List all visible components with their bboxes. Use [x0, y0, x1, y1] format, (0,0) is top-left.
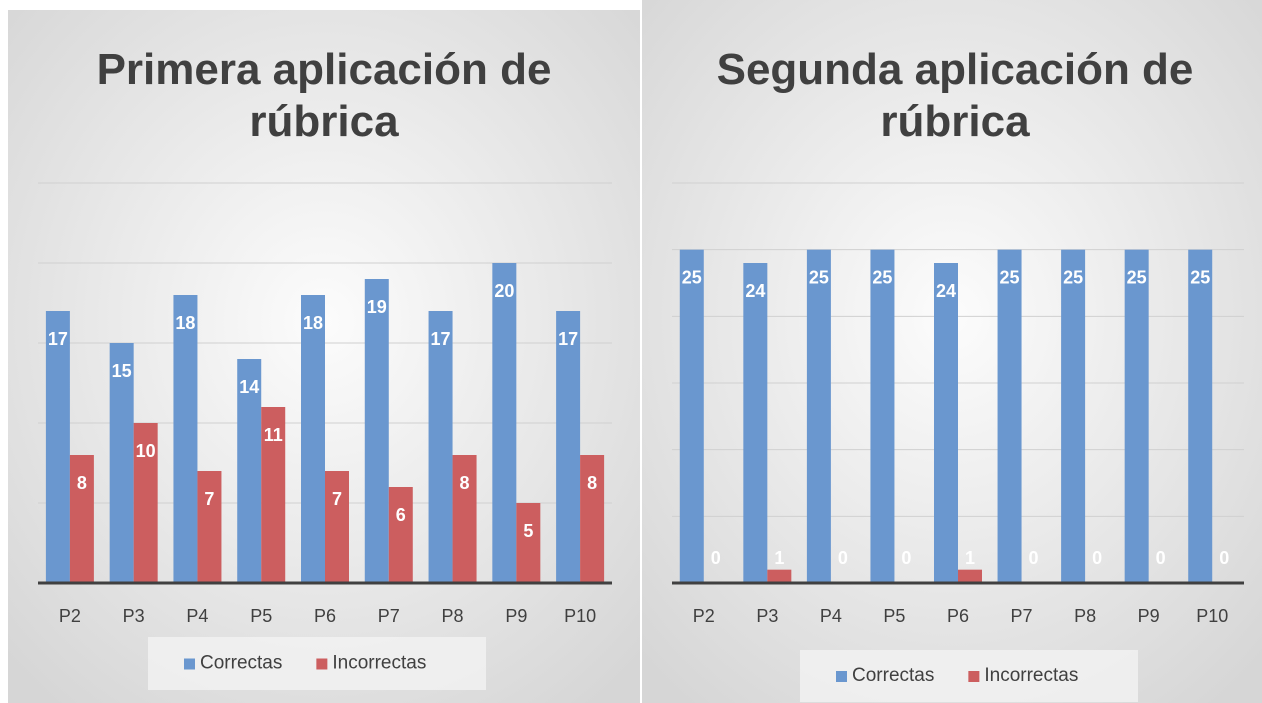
- data-label: 0: [1092, 548, 1102, 568]
- data-label: 0: [901, 548, 911, 568]
- data-label: 17: [431, 329, 451, 349]
- x-tick-label: P4: [820, 606, 842, 626]
- data-label: 17: [558, 329, 578, 349]
- bar: [958, 569, 982, 583]
- data-label: 24: [745, 281, 765, 301]
- bar: [133, 423, 158, 583]
- data-label: 0: [838, 548, 848, 568]
- bar: [516, 503, 541, 583]
- legend-swatch: [836, 671, 847, 682]
- chart-title: Segunda aplicación de rúbrica: [716, 45, 1194, 146]
- bar: [452, 455, 477, 583]
- data-label: 25: [872, 267, 892, 287]
- legend-label: Correctas: [852, 665, 934, 686]
- data-label: 25: [1063, 267, 1083, 287]
- data-label: 20: [494, 281, 514, 301]
- data-label: 0: [1029, 548, 1039, 568]
- legend-swatch: [184, 658, 195, 670]
- bar: [1061, 249, 1086, 583]
- legend-swatch: [968, 671, 980, 682]
- bar: [1124, 249, 1149, 583]
- legend-label: Correctas: [200, 653, 282, 674]
- x-tick-label: P4: [186, 606, 208, 626]
- bar: [580, 455, 605, 583]
- x-tick-label: P8: [1074, 606, 1096, 626]
- data-label: 7: [204, 489, 214, 509]
- bar: [767, 569, 792, 583]
- bar: [364, 279, 389, 583]
- bar: [261, 407, 286, 583]
- bar: [109, 343, 134, 583]
- bar: [45, 311, 70, 583]
- x-tick-label: P6: [314, 606, 336, 626]
- data-label: 10: [136, 441, 156, 461]
- x-tick-label: P7: [1011, 606, 1033, 626]
- bar: [806, 249, 831, 583]
- chart-title: Primera aplicación de rúbrica: [96, 45, 552, 146]
- bar: [69, 455, 94, 583]
- x-tick-label: P8: [442, 606, 464, 626]
- x-tick-label: P3: [123, 606, 145, 626]
- bar: [556, 311, 581, 583]
- x-tick-label: P3: [756, 606, 778, 626]
- legend-label: Incorrectas: [984, 665, 1078, 686]
- data-label: 24: [936, 281, 956, 301]
- data-label: 17: [48, 329, 68, 349]
- bar: [325, 471, 349, 583]
- bar: [301, 295, 325, 583]
- data-label: 18: [303, 313, 323, 333]
- x-tick-label: P5: [883, 606, 905, 626]
- data-label: 0: [1219, 548, 1229, 568]
- bar: [934, 263, 958, 583]
- x-tick-label: P2: [59, 606, 81, 626]
- x-tick-label: P6: [947, 606, 969, 626]
- data-label: 18: [175, 313, 195, 333]
- data-label: 15: [112, 361, 132, 381]
- x-tick-label: P9: [505, 606, 527, 626]
- bar: [173, 295, 198, 583]
- x-tick-label: P9: [1138, 606, 1160, 626]
- x-tick-label: P7: [378, 606, 400, 626]
- data-label: 6: [396, 505, 406, 525]
- bar: [1188, 249, 1213, 583]
- data-label: 8: [460, 473, 470, 493]
- x-tick-label: P2: [693, 606, 715, 626]
- data-label: 1: [965, 548, 975, 568]
- data-label: 7: [332, 489, 342, 509]
- data-label: 11: [264, 425, 283, 445]
- data-label: 5: [523, 521, 533, 541]
- data-label: 14: [239, 377, 259, 397]
- data-label: 1: [774, 548, 784, 568]
- data-label: 25: [682, 267, 702, 287]
- bar: [743, 263, 768, 583]
- legend-swatch: [316, 658, 328, 670]
- bar: [997, 249, 1022, 583]
- data-label: 25: [1000, 267, 1020, 287]
- x-tick-label: P10: [1196, 606, 1228, 626]
- data-label: 25: [809, 267, 829, 287]
- x-tick-label: P10: [564, 606, 596, 626]
- bar: [237, 359, 262, 583]
- x-tick-label: P5: [250, 606, 272, 626]
- data-label: 0: [1156, 548, 1166, 568]
- data-label: 0: [711, 548, 721, 568]
- bar: [679, 249, 704, 583]
- bar: [428, 311, 453, 583]
- bar: [492, 263, 517, 583]
- bar: [197, 471, 222, 583]
- data-label: 8: [587, 473, 597, 493]
- legend-label: Incorrectas: [332, 653, 426, 674]
- bar: [388, 487, 413, 583]
- data-label: 25: [1127, 267, 1147, 287]
- bar: [870, 249, 895, 583]
- data-label: 19: [367, 297, 387, 317]
- data-label: 25: [1190, 267, 1210, 287]
- data-label: 8: [77, 473, 87, 493]
